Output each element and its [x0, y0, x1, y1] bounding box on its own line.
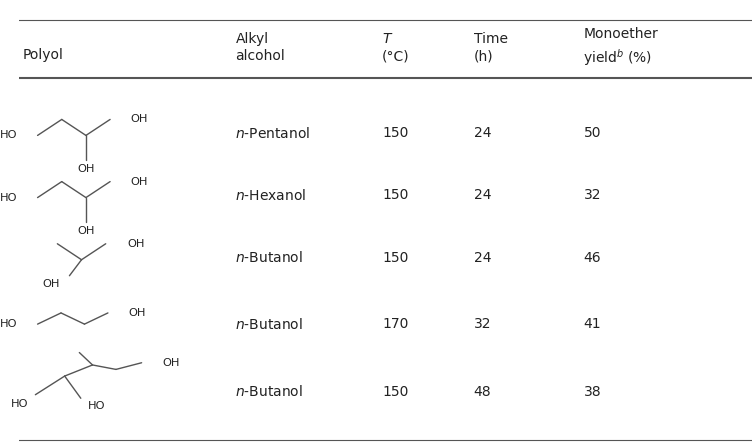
- Text: 46: 46: [584, 250, 601, 265]
- Text: 24: 24: [474, 250, 491, 265]
- Text: OH: OH: [131, 115, 148, 124]
- Text: HO: HO: [0, 193, 17, 202]
- Text: 50: 50: [584, 126, 601, 140]
- Text: 150: 150: [382, 188, 408, 202]
- Text: 32: 32: [474, 317, 491, 331]
- Text: OH: OH: [77, 164, 95, 174]
- Text: OH: OH: [162, 358, 180, 368]
- Text: 170: 170: [382, 317, 408, 331]
- Text: 150: 150: [382, 385, 408, 399]
- Text: Alkyl
alcohol: Alkyl alcohol: [235, 32, 285, 63]
- Text: Monoether
yield$^{b}$ (%): Monoether yield$^{b}$ (%): [584, 28, 658, 67]
- Text: HO: HO: [88, 401, 105, 411]
- Text: OH: OH: [42, 279, 60, 289]
- Text: $n$-Butanol: $n$-Butanol: [235, 384, 303, 399]
- Text: 32: 32: [584, 188, 601, 202]
- Text: $n$-Hexanol: $n$-Hexanol: [235, 188, 307, 203]
- Text: HO: HO: [0, 131, 17, 140]
- Text: 24: 24: [474, 188, 491, 202]
- Text: OH: OH: [77, 226, 95, 236]
- Text: Time
(h): Time (h): [474, 32, 508, 63]
- Text: HO: HO: [11, 399, 28, 408]
- Text: $n$-Butanol: $n$-Butanol: [235, 250, 303, 265]
- Text: Polyol: Polyol: [23, 48, 64, 62]
- Text: 48: 48: [474, 385, 491, 399]
- Text: HO: HO: [0, 319, 17, 329]
- Text: 24: 24: [474, 126, 491, 140]
- Text: 38: 38: [584, 385, 601, 399]
- Text: $n$-Butanol: $n$-Butanol: [235, 317, 303, 332]
- Text: $n$-Pentanol: $n$-Pentanol: [235, 126, 311, 141]
- Text: 41: 41: [584, 317, 601, 331]
- Text: OH: OH: [128, 239, 145, 249]
- Text: OH: OH: [131, 177, 148, 186]
- Text: 150: 150: [382, 126, 408, 140]
- Text: $T$
(°C): $T$ (°C): [382, 32, 410, 63]
- Text: 150: 150: [382, 250, 408, 265]
- Text: OH: OH: [129, 308, 146, 318]
